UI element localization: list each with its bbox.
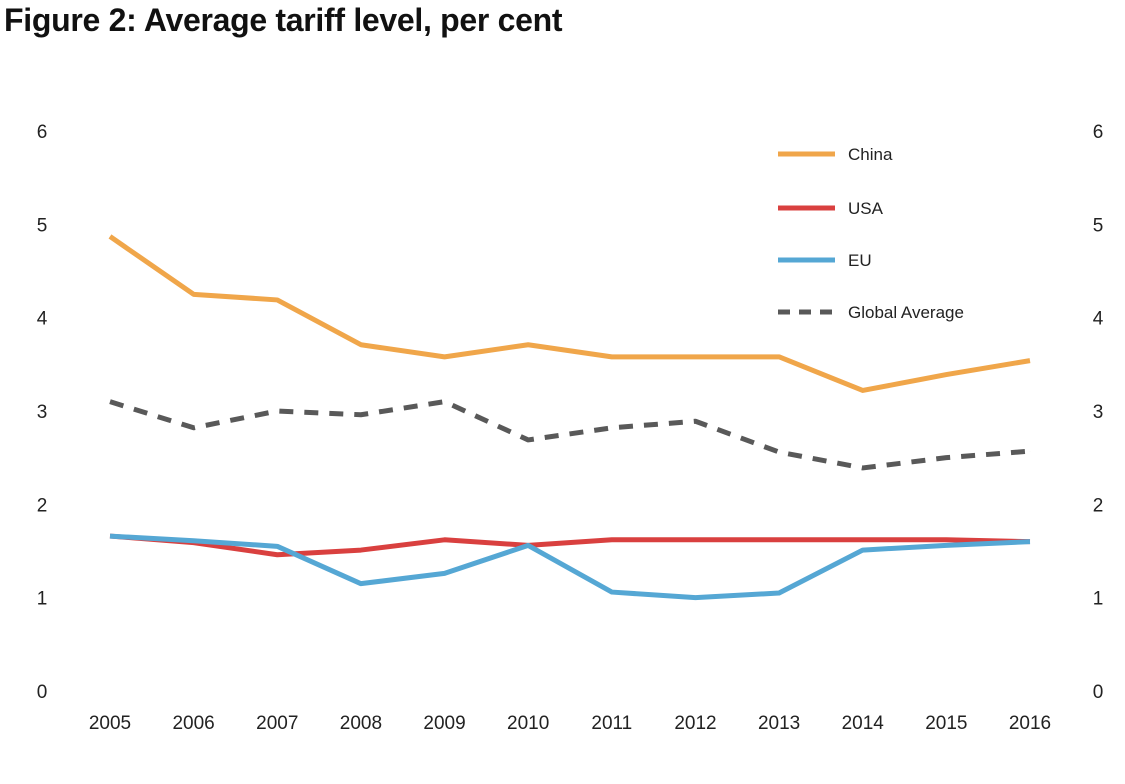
legend-label: EU xyxy=(848,251,872,270)
x-tick-label: 2014 xyxy=(842,713,885,734)
x-tick-label: 2013 xyxy=(758,713,800,734)
legend-label: USA xyxy=(848,199,884,218)
x-tick-label: 2011 xyxy=(591,713,632,734)
y-tick-label-left: 4 xyxy=(37,309,48,330)
x-tick-label: 2009 xyxy=(423,713,465,734)
y-tick-label-right: 4 xyxy=(1093,309,1104,330)
series-line-eu xyxy=(109,533,1031,601)
x-tick-label: 2005 xyxy=(89,713,131,734)
series-line-china xyxy=(108,234,1031,393)
y-tick-label-left: 5 xyxy=(37,215,48,236)
x-tick-label: 2010 xyxy=(507,713,549,734)
y-tick-label-left: 0 xyxy=(37,682,48,703)
x-tick-label: 2006 xyxy=(172,713,214,734)
x-tick-label: 2007 xyxy=(256,713,298,734)
y-tick-label-left: 6 xyxy=(37,122,48,143)
series-line-usa xyxy=(109,533,1031,558)
y-tick-label-left: 3 xyxy=(37,402,48,423)
x-tick-label: 2008 xyxy=(340,713,382,734)
x-tick-label: 2015 xyxy=(925,713,967,734)
legend-label: Global Average xyxy=(848,303,964,322)
y-tick-label-left: 1 xyxy=(37,589,48,610)
y-tick-label-right: 0 xyxy=(1093,682,1104,703)
y-tick-label-right: 6 xyxy=(1093,122,1104,143)
y-tick-label-right: 3 xyxy=(1093,402,1104,423)
y-tick-label-right: 1 xyxy=(1093,589,1104,610)
chart-title: Figure 2: Average tariff level, per cent xyxy=(4,2,563,38)
y-tick-label-left: 2 xyxy=(37,495,48,516)
series-line-global-average xyxy=(109,399,1031,471)
legend-label: China xyxy=(848,145,893,164)
x-tick-label: 2016 xyxy=(1009,713,1051,734)
x-tick-label: 2012 xyxy=(674,713,716,734)
y-tick-label-right: 2 xyxy=(1093,495,1104,516)
y-tick-label-right: 5 xyxy=(1093,215,1104,236)
